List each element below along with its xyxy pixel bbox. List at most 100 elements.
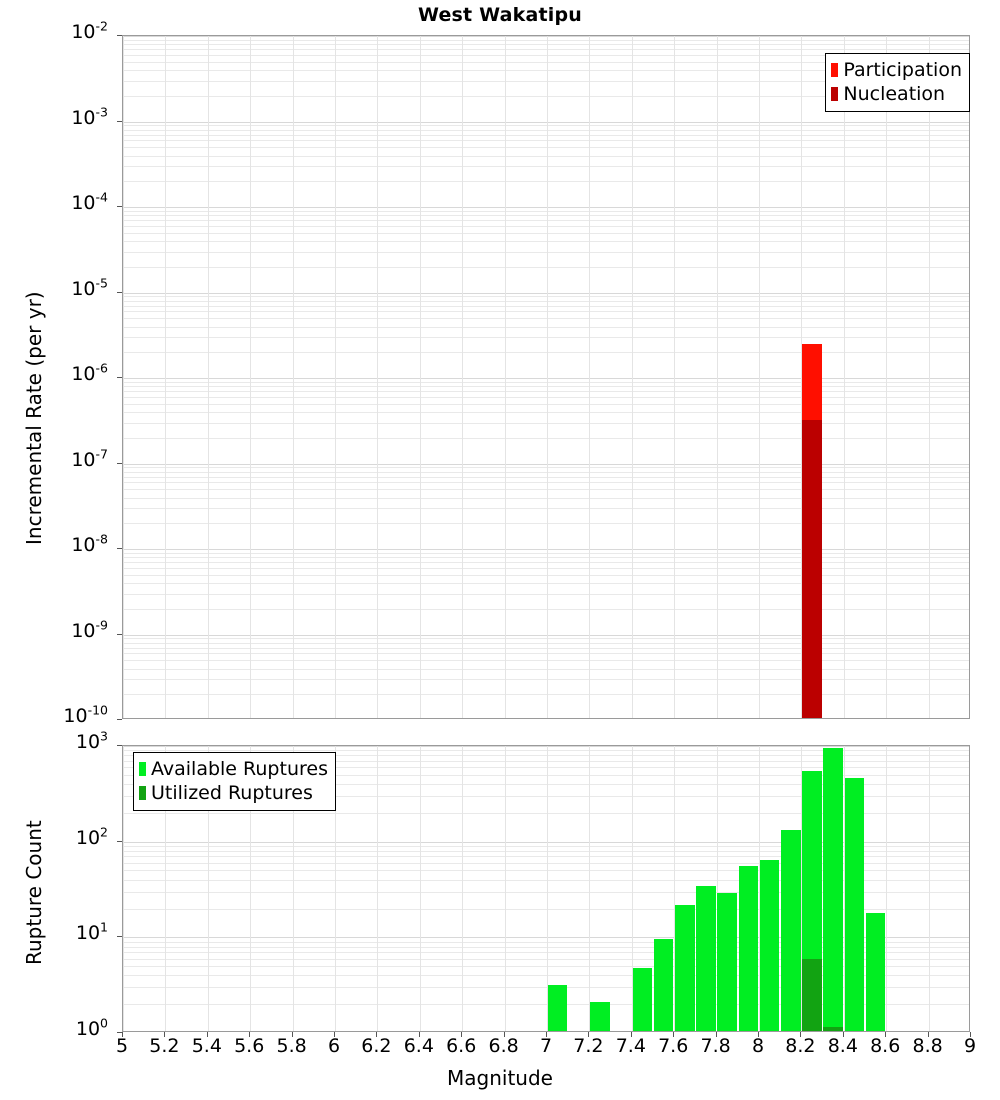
legend-item-available-ruptures[interactable]: Available Ruptures: [139, 757, 328, 781]
bar: [590, 1002, 610, 1031]
bar: [802, 959, 822, 1031]
color-swatch-available-ruptures: [139, 762, 146, 776]
x-tick-label: 5.8: [276, 1035, 307, 1057]
y-tick-mark: [117, 121, 122, 122]
x-tick-label: 5: [115, 1035, 129, 1057]
x-tick-label: 8.4: [827, 1035, 858, 1057]
y-axis-title-top: Incremental Rate (per yr): [22, 291, 46, 545]
x-tick-mark: [419, 1032, 420, 1037]
x-tick-mark: [334, 1032, 335, 1037]
bar: [802, 419, 822, 718]
x-tick-mark: [631, 1032, 632, 1037]
x-tick-mark: [164, 1032, 165, 1037]
incremental-rate-plot: [122, 35, 970, 719]
y-tick-mark: [117, 35, 122, 36]
y-tick-label: 10-8: [71, 531, 108, 556]
x-tick-mark: [461, 1032, 462, 1037]
x-tick-mark: [928, 1032, 929, 1037]
x-tick-label: 5.6: [234, 1035, 265, 1057]
x-tick-label: 7.4: [615, 1035, 646, 1057]
bottom-bars: [123, 746, 969, 1031]
top-bars: [123, 36, 969, 718]
x-tick-mark: [122, 1032, 123, 1037]
y-tick-label: 101: [75, 920, 108, 945]
x-tick-mark: [249, 1032, 250, 1037]
y-tick-mark: [117, 634, 122, 635]
y-tick-label: 10-6: [71, 360, 108, 385]
y-tick-label: 102: [75, 824, 108, 849]
color-swatch-participation: [831, 63, 839, 77]
y-tick-mark: [117, 463, 122, 464]
x-tick-label: 8.2: [785, 1035, 816, 1057]
x-tick-label: 7: [539, 1035, 553, 1057]
bar: [823, 748, 843, 1031]
legend-label-available-ruptures: Available Ruptures: [151, 757, 328, 780]
y-tick-label: 103: [75, 728, 108, 753]
bar: [865, 913, 886, 1031]
y-tick-label: 10-2: [71, 18, 108, 43]
x-tick-label: 7.8: [700, 1035, 731, 1057]
y-tick-mark: [117, 936, 122, 937]
bar: [547, 985, 568, 1031]
bar: [675, 904, 695, 1031]
bar: [823, 1027, 843, 1031]
x-tick-label: 6.4: [403, 1035, 434, 1057]
x-tick-label: 6.8: [488, 1035, 519, 1057]
bar: [632, 967, 653, 1031]
x-tick-mark: [716, 1032, 717, 1037]
bar: [738, 866, 759, 1031]
x-tick-label: 6.6: [446, 1035, 477, 1057]
y-tick-label: 10-5: [71, 275, 108, 300]
y-tick-mark: [117, 745, 122, 746]
bar: [781, 830, 801, 1031]
legend-top: Participation Nucleation: [825, 53, 970, 112]
x-tick-label: 8.8: [912, 1035, 943, 1057]
x-tick-mark: [207, 1032, 208, 1037]
legend-item-utilized-ruptures[interactable]: Utilized Ruptures: [139, 781, 328, 805]
y-tick-label: 10-4: [71, 189, 108, 214]
y-tick-label: 10-10: [63, 702, 108, 727]
x-tick-label: 5.2: [149, 1035, 180, 1057]
y-tick-mark: [117, 377, 122, 378]
y-tick-label: 10-9: [71, 617, 108, 642]
legend-bottom: Available Ruptures Utilized Ruptures: [133, 752, 336, 811]
x-tick-label: 7.2: [573, 1035, 604, 1057]
x-tick-mark: [758, 1032, 759, 1037]
bar: [653, 938, 674, 1031]
legend-item-nucleation[interactable]: Nucleation: [831, 82, 962, 106]
x-tick-mark: [504, 1032, 505, 1037]
legend-label-nucleation: Nucleation: [843, 82, 946, 105]
y-tick-mark: [117, 292, 122, 293]
x-tick-mark: [800, 1032, 801, 1037]
x-tick-mark: [546, 1032, 547, 1037]
legend-label-participation: Participation: [843, 58, 962, 81]
bar: [717, 892, 737, 1031]
x-tick-mark: [376, 1032, 377, 1037]
x-tick-label: 8.6: [870, 1035, 901, 1057]
y-tick-label: 10-3: [71, 104, 108, 129]
y-tick-mark: [117, 206, 122, 207]
y-tick-mark: [117, 719, 122, 720]
x-tick-mark: [885, 1032, 886, 1037]
y-tick-label: 10-7: [71, 446, 108, 471]
x-tick-mark: [970, 1032, 971, 1037]
bar: [759, 859, 780, 1031]
y-tick-mark: [117, 841, 122, 842]
x-tick-label: 8: [751, 1035, 765, 1057]
x-tick-label: 7.6: [658, 1035, 689, 1057]
color-swatch-nucleation: [831, 87, 839, 101]
x-axis-title: Magnitude: [447, 1066, 553, 1090]
x-tick-mark: [292, 1032, 293, 1037]
x-tick-label: 9: [963, 1035, 977, 1057]
y-tick-mark: [117, 1032, 122, 1033]
legend-item-participation[interactable]: Participation: [831, 58, 962, 82]
bottom-gridlines: [123, 746, 969, 1031]
bar: [696, 885, 716, 1031]
color-swatch-utilized-ruptures: [139, 786, 146, 800]
x-tick-mark: [588, 1032, 589, 1037]
top-gridlines: [123, 36, 969, 718]
x-tick-label: 6: [327, 1035, 341, 1057]
y-tick-mark: [117, 548, 122, 549]
page-title: West Wakatipu: [417, 4, 583, 26]
